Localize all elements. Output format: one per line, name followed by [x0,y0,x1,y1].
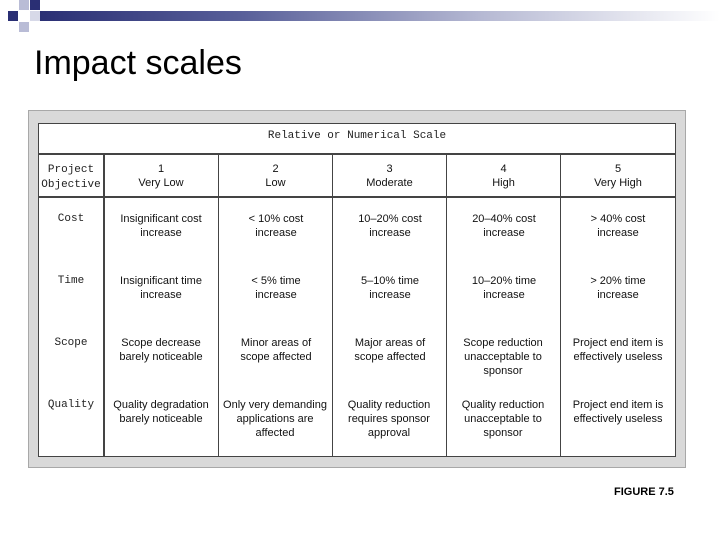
table-cell: 10–20% cost increase [358,213,422,239]
table-cell: > 20% time increase [590,275,646,301]
table-cell: Insignificant time increase [120,275,202,301]
column-label: Moderate [366,177,413,189]
table-cell: Only very demanding applications are aff… [223,399,327,439]
table-cell: 10–20% time increase [471,275,537,301]
table-col-divider [560,153,561,457]
corner-square-light-2 [19,22,29,32]
table-cell: 20–40% cost increase [472,213,536,239]
objective-header-line1: Project [47,164,95,176]
table-cell: Quality degradation barely noticeable [113,399,209,425]
table-cell: 5–10% time increase [360,275,420,301]
column-label: Very Low [138,177,184,189]
table-cell: > 40% cost increase [590,213,646,239]
column-header-low: 2 Low [219,162,332,190]
table-cell: < 5% time increase [251,275,301,301]
row-label-quality: Quality [47,399,95,411]
table-cell: Scope reduction unacceptable to sponsor [463,337,543,377]
column-header-very-low: 1 Very Low [104,162,218,190]
table-cell: Major areas of scope affected [354,337,426,363]
corner-square-dark-2 [30,0,40,10]
column-header-moderate: 3 Moderate [333,162,446,190]
column-number: 3 [386,163,393,175]
row-label-scope: Scope [54,337,88,349]
table-col-divider [218,153,219,457]
table-cell: Scope decrease barely noticeable [119,337,203,363]
column-number: 2 [272,163,279,175]
table-cell: Project end item is effectively useless [572,399,664,425]
table-col-divider [446,153,447,457]
column-number: 4 [500,163,507,175]
table-divider-header [38,153,676,155]
table-cell: < 10% cost increase [248,213,304,239]
table-cell: Minor areas of scope affected [240,337,312,363]
figure-label: FIGURE 7.5 [614,486,674,498]
column-header-very-high: 5 Very High [561,162,675,190]
scale-header: Relative or Numerical Scale [267,130,447,142]
table-cell: Quality reduction requires sponsor appro… [347,399,431,439]
table-cell: Project end item is effectively useless [572,337,664,363]
table-divider-columns [38,196,676,198]
column-label: Low [265,177,286,189]
table-col-divider [103,153,105,457]
column-label: Very High [594,177,642,189]
impact-table [38,123,676,457]
slide-title: Impact scales [34,44,242,82]
column-number: 5 [614,163,622,175]
column-header-high: 4 High [447,162,560,190]
table-col-divider [332,153,333,457]
corner-square-dark-1 [8,11,18,21]
table-cell: Quality reduction unacceptable to sponso… [461,399,545,439]
row-label-cost: Cost [57,213,85,225]
row-label-time: Time [57,275,85,287]
header-gradient-bar [40,11,720,21]
column-number: 1 [157,163,165,175]
column-label: High [492,177,515,189]
objective-header: Project Objective [38,163,104,193]
corner-square-light-3 [30,11,40,21]
objective-header-line2: Objective [41,179,101,191]
table-cell: Insignificant cost increase [120,213,202,239]
corner-square-light-1 [19,0,29,10]
